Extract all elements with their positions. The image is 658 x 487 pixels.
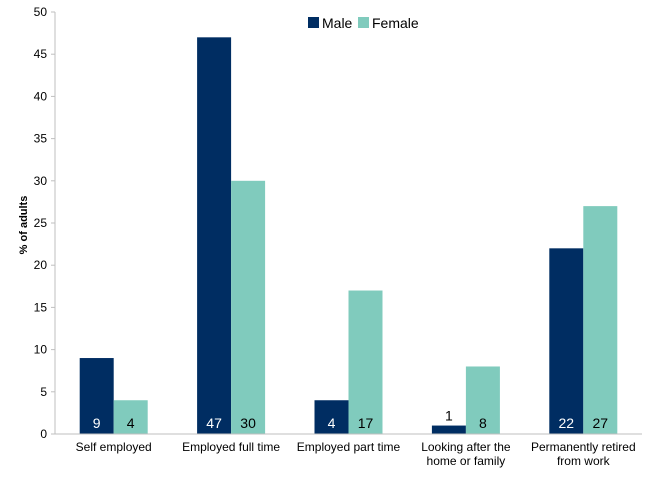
- legend-swatch-female: [358, 17, 369, 28]
- data-label-female: 27: [593, 415, 609, 431]
- y-axis-title: % of adults: [18, 196, 30, 255]
- y-tick-label: 5: [40, 385, 47, 399]
- bar-female: [113, 400, 148, 434]
- legend: Male Female: [308, 15, 419, 31]
- data-label-male: 9: [93, 415, 101, 431]
- bar-female: [348, 290, 383, 434]
- bar-male: [431, 425, 466, 434]
- category-label: Self employed: [76, 440, 152, 454]
- y-tick-label: 0: [40, 427, 47, 441]
- data-label-female: 17: [358, 415, 374, 431]
- y-tick-label: 45: [34, 47, 48, 61]
- legend-label-female: Female: [372, 15, 419, 31]
- data-label-male: 22: [559, 415, 575, 431]
- bar-male: [549, 248, 584, 434]
- bars: [79, 37, 618, 434]
- data-label-female: 4: [127, 415, 135, 431]
- category-labels: Self employed Employed full time Employed …: [76, 440, 636, 468]
- y-tick-label: 35: [34, 132, 48, 146]
- category-label: Looking after the home or family: [421, 440, 511, 468]
- y-axis-ticks: 0 5 10 15 20 25 30 35 40 45 50: [34, 5, 55, 441]
- y-tick-label: 15: [34, 300, 48, 314]
- data-label-female: 30: [240, 415, 256, 431]
- y-tick-label: 30: [34, 174, 48, 188]
- bar-male: [79, 358, 114, 434]
- bar-male: [197, 37, 232, 434]
- bar-female: [583, 206, 618, 434]
- data-labels: 9 4 47 30 4 17 1 8 22 27: [93, 408, 608, 431]
- data-label-male: 4: [328, 415, 336, 431]
- data-label-male: 1: [445, 408, 453, 424]
- bar-female: [231, 180, 266, 434]
- legend-label-male: Male: [322, 15, 353, 31]
- data-label-female: 8: [479, 415, 487, 431]
- y-tick-label: 20: [34, 258, 48, 272]
- legend-swatch-male: [308, 17, 319, 28]
- y-tick-label: 50: [34, 5, 48, 19]
- y-tick-label: 40: [34, 89, 48, 103]
- y-tick-label: 10: [34, 343, 48, 357]
- data-label-male: 47: [206, 415, 222, 431]
- y-tick-label: 25: [34, 216, 48, 230]
- bar-female: [465, 366, 500, 434]
- bar-male: [314, 400, 349, 434]
- category-label: Employed full time: [182, 440, 280, 454]
- category-label: Employed part time: [297, 440, 401, 454]
- category-label: Permanently retired from work: [531, 440, 636, 468]
